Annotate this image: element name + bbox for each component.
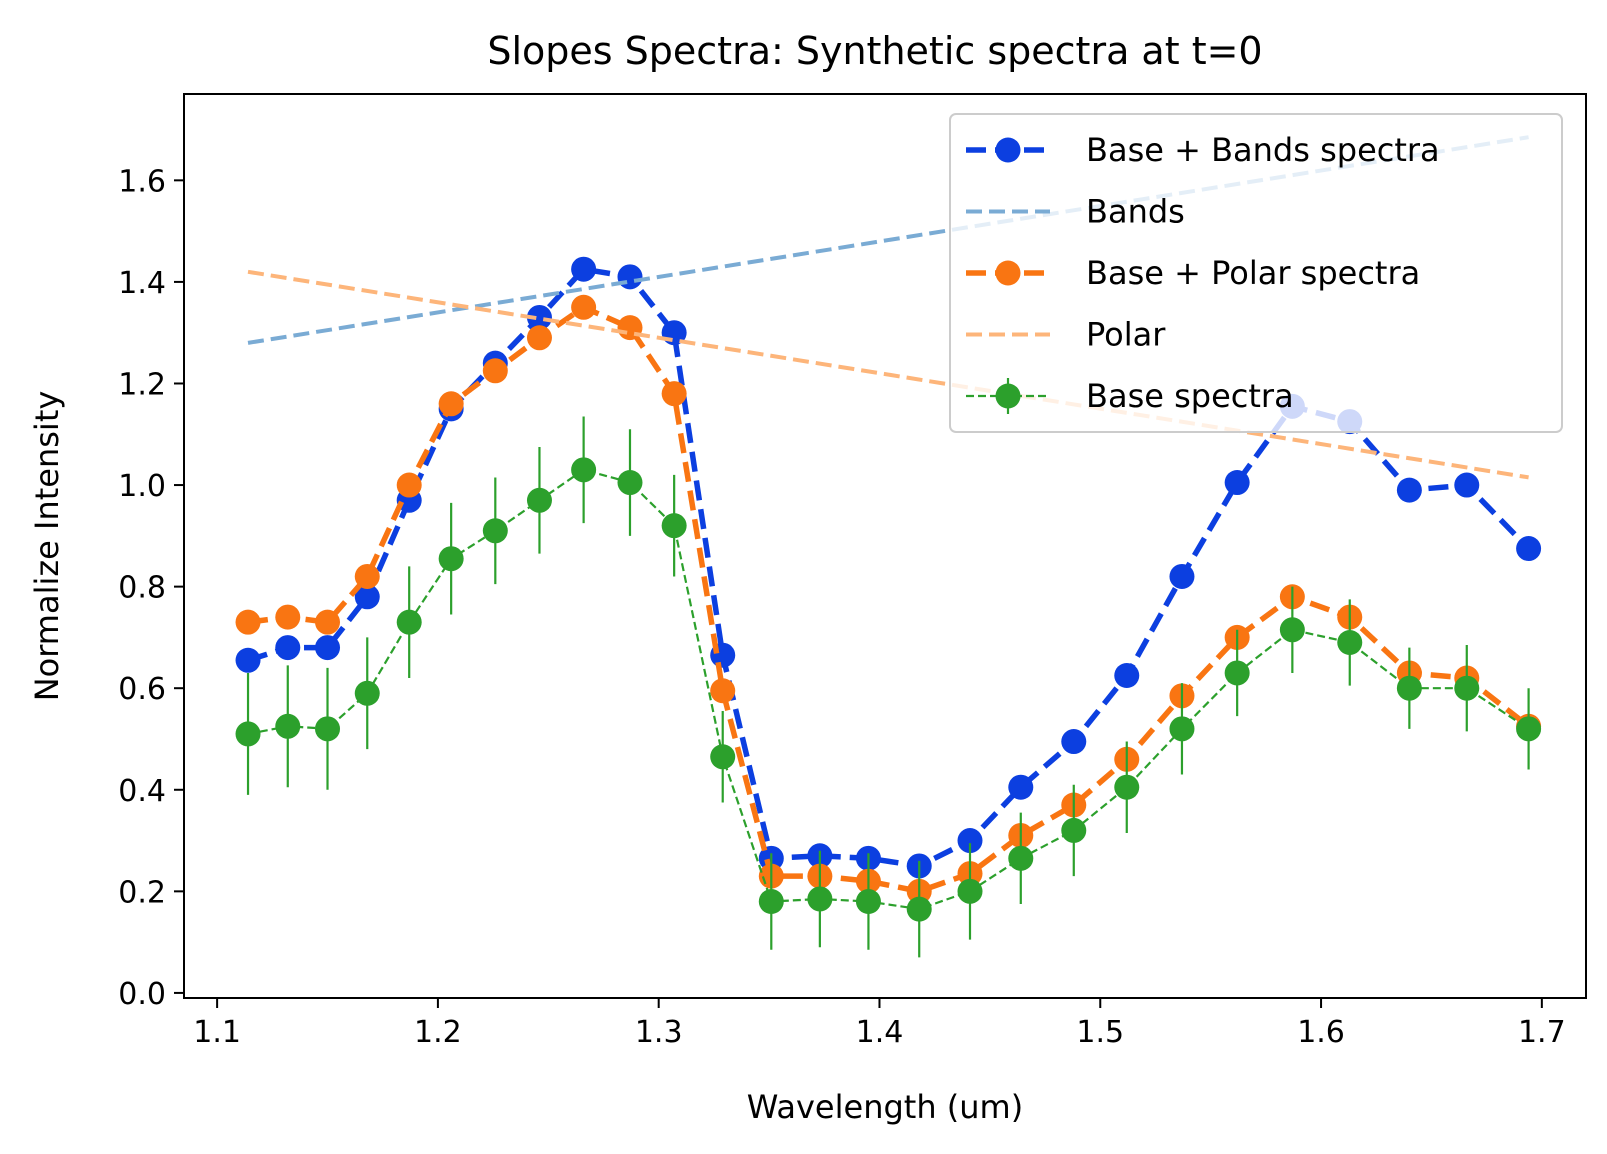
legend-marker	[995, 137, 1021, 163]
legend-entry: Base spectra	[966, 377, 1294, 415]
data-point	[1516, 716, 1542, 742]
data-point	[275, 713, 301, 739]
y-tick-label: 1.0	[118, 469, 166, 504]
data-point	[661, 513, 687, 539]
data-point	[710, 744, 736, 770]
x-axis-label: Wavelength (um)	[747, 1088, 1023, 1126]
data-point	[1008, 774, 1034, 800]
axes-frame	[183, 93, 1587, 999]
x-tick-label: 1.1	[193, 1015, 241, 1050]
x-tick-label: 1.5	[1076, 1015, 1124, 1050]
x-tick-label: 1.3	[635, 1015, 683, 1050]
data-point	[1169, 563, 1195, 589]
data-point	[710, 678, 736, 704]
legend: Base + Bands spectra Bands Base + Polar sp…	[949, 113, 1563, 433]
legend-marker	[995, 383, 1021, 409]
data-point	[1337, 629, 1363, 655]
legend-label: Base + Polar spectra	[1086, 254, 1420, 292]
series-line	[247, 269, 1529, 480]
series-1	[247, 135, 1529, 345]
data-point	[1224, 660, 1250, 686]
series-3	[247, 269, 1529, 480]
data-point	[617, 264, 643, 290]
data-point	[1396, 477, 1422, 503]
legend-label: Base + Bands spectra	[1086, 131, 1440, 169]
data-point	[1396, 675, 1422, 701]
data-point	[855, 889, 881, 915]
data-point	[1061, 817, 1087, 843]
chart-title: Slopes Spectra: Synthetic spectra at t=0	[487, 29, 1262, 73]
data-point	[807, 886, 833, 912]
data-point	[438, 546, 464, 572]
series-line	[247, 468, 1530, 911]
axis-ticks: 1.1 1.2 1.3 1.4 1.5 1.6 1.7 0.0 0.2 0.4 0.6 0.8 1.0 1…	[118, 164, 1565, 1050]
data-point	[1224, 470, 1250, 496]
data-point	[235, 647, 261, 673]
data-point	[1454, 472, 1480, 498]
legend-entry: Base + Polar spectra	[966, 254, 1420, 292]
data-point	[438, 391, 464, 417]
series-4	[235, 416, 1542, 958]
data-point	[1169, 716, 1195, 742]
data-point	[526, 487, 552, 513]
y-tick-label: 0.4	[118, 774, 166, 809]
data-point	[661, 381, 687, 407]
x-tick-label: 1.2	[414, 1015, 462, 1050]
legend-entry: Bands	[966, 193, 1185, 231]
data-point	[1061, 729, 1087, 755]
data-point	[957, 878, 983, 904]
data-point	[1114, 663, 1140, 689]
data-point	[354, 563, 380, 589]
legend-entry: Base + Bands spectra	[966, 131, 1440, 169]
legend-label: Polar	[1086, 316, 1166, 354]
data-point	[617, 470, 643, 496]
data-point	[315, 609, 341, 635]
data-point	[526, 325, 552, 351]
data-point	[275, 604, 301, 630]
data-point	[571, 294, 597, 320]
data-point	[396, 609, 422, 635]
data-point	[235, 721, 261, 747]
data-point	[482, 518, 508, 544]
legend-box	[949, 113, 1563, 433]
data-point	[315, 635, 341, 661]
data-point	[396, 472, 422, 498]
x-tick-label: 1.7	[1518, 1015, 1566, 1050]
plot-area	[235, 135, 1542, 958]
y-tick-label: 1.2	[118, 367, 166, 402]
y-tick-label: 1.6	[118, 164, 166, 199]
data-point	[526, 304, 552, 330]
data-point	[354, 584, 380, 610]
y-tick-label: 0.8	[118, 571, 166, 606]
series-line	[247, 135, 1529, 345]
x-tick-label: 1.4	[856, 1015, 904, 1050]
y-tick-label: 0.0	[118, 977, 166, 1012]
data-point	[758, 889, 784, 915]
data-point	[571, 457, 597, 483]
data-point	[235, 609, 261, 635]
x-tick-label: 1.6	[1297, 1015, 1345, 1050]
y-tick-label: 1.4	[118, 266, 166, 301]
data-point	[1516, 536, 1542, 562]
data-point	[1454, 675, 1480, 701]
data-point	[1114, 774, 1140, 800]
y-tick-label: 0.2	[118, 875, 166, 910]
data-point	[1279, 617, 1305, 643]
legend-label: Bands	[1086, 193, 1185, 231]
data-point	[906, 896, 932, 922]
data-point	[1008, 845, 1034, 871]
legend-marker	[995, 260, 1021, 286]
legend-label: Base spectra	[1086, 377, 1294, 415]
y-tick-label: 0.6	[118, 672, 166, 707]
data-point	[354, 680, 380, 706]
data-point	[315, 716, 341, 742]
data-point	[957, 828, 983, 854]
data-point	[482, 358, 508, 384]
data-point	[571, 256, 597, 282]
legend-entry: Polar	[966, 316, 1166, 354]
y-axis-label: Normalize Intensity	[28, 391, 66, 702]
data-point	[275, 635, 301, 661]
